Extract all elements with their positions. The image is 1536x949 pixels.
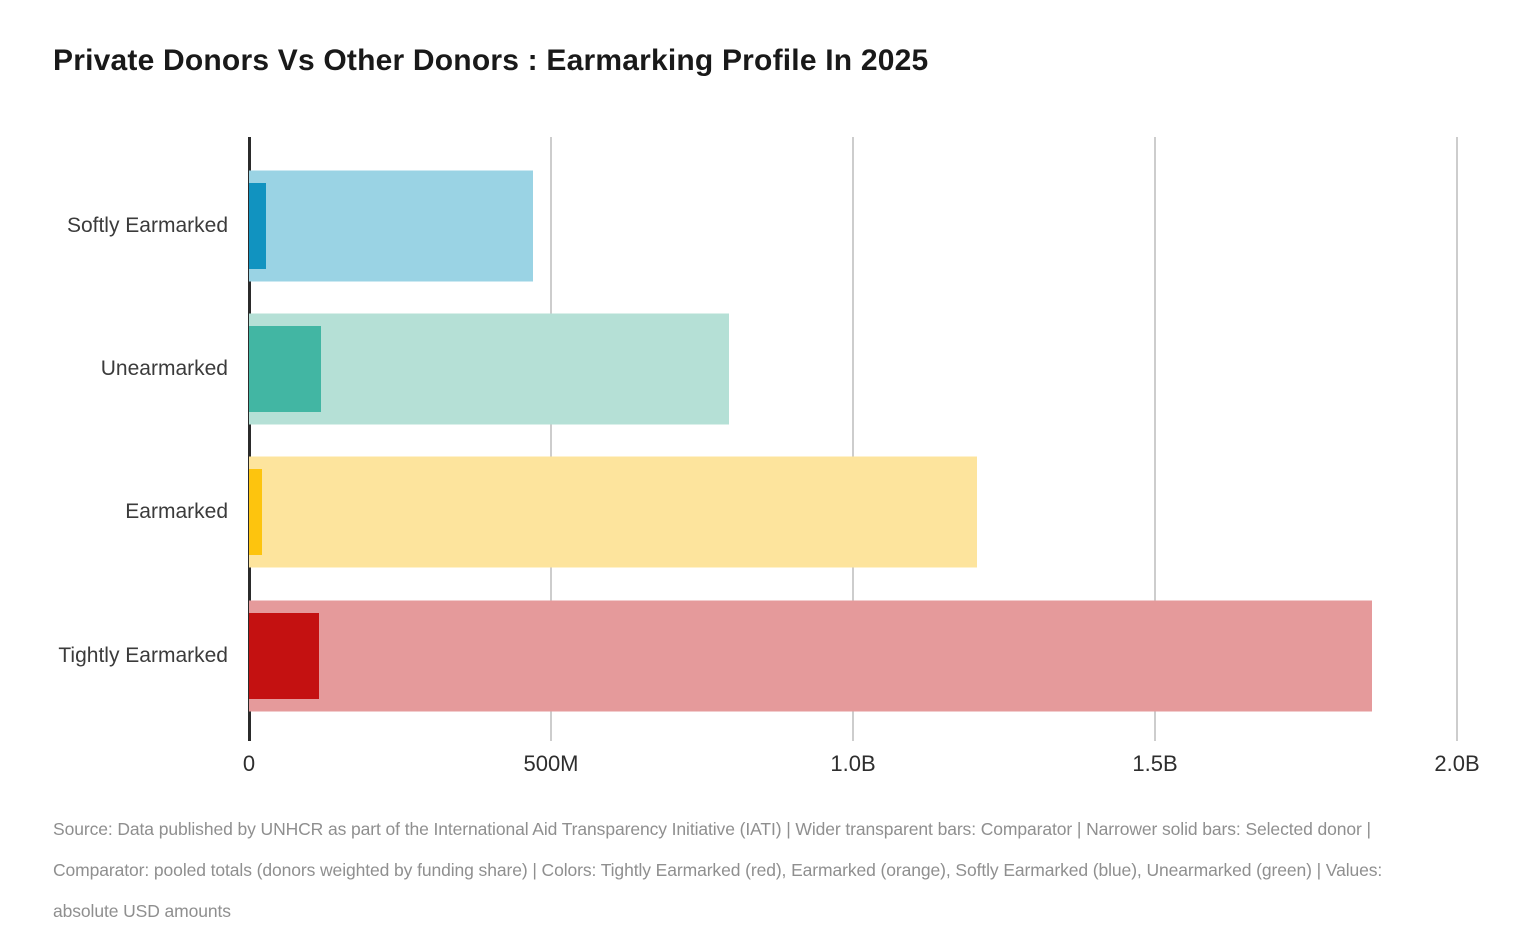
comparator-bar bbox=[249, 170, 533, 282]
gridline bbox=[852, 137, 854, 741]
category-label: Earmarked bbox=[125, 500, 228, 524]
x-axis-tick-label: 2.0B bbox=[1434, 751, 1480, 776]
gridline bbox=[550, 137, 552, 741]
footnote-line: Comparator: pooled totals (donors weight… bbox=[53, 860, 1383, 880]
footnote-line: absolute USD amounts bbox=[53, 901, 231, 921]
gridline bbox=[1456, 137, 1458, 741]
comparator-bar bbox=[249, 313, 730, 425]
chart-row: Unearmarked bbox=[101, 297, 1457, 440]
comparator-bar bbox=[249, 600, 1373, 712]
chart-row: Tightly Earmarked bbox=[58, 584, 1457, 727]
x-axis-tick-label: 0 bbox=[242, 751, 256, 776]
selected-donor-bar bbox=[249, 612, 320, 699]
gridline bbox=[1154, 137, 1156, 741]
chart-title: Private Donors Vs Other Donors : Earmark… bbox=[53, 44, 929, 77]
category-label: Unearmarked bbox=[100, 356, 228, 380]
category-label: Softly Earmarked bbox=[66, 213, 228, 237]
chart-row: Earmarked bbox=[125, 441, 1457, 584]
comparator-bar bbox=[249, 456, 977, 568]
x-axis-tick-label: 500M bbox=[523, 751, 579, 776]
footnote-line: Source: Data published by UNHCR as part … bbox=[53, 819, 1371, 839]
selected-donor-bar bbox=[249, 325, 321, 412]
x-axis-tick-label: 1.5B bbox=[1132, 751, 1178, 776]
plot-area: Softly Earmarked Unearmarked Earmarked Tigh… bbox=[58, 137, 1458, 741]
y-axis-line bbox=[248, 137, 251, 741]
chart-row: Softly Earmarked bbox=[67, 154, 1457, 297]
category-label: Tightly Earmarked bbox=[58, 643, 228, 667]
selected-donor-bar bbox=[249, 182, 266, 269]
selected-donor-bar bbox=[249, 469, 263, 556]
source-note: Source: Data published by UNHCR as part … bbox=[53, 809, 1513, 932]
x-axis-tick-labels: 0 500M 1.0B 1.5B 2.0B bbox=[243, 751, 1480, 783]
x-axis-tick-label: 1.0B bbox=[830, 751, 876, 776]
bar-rows: Softly Earmarked Unearmarked Earmarked Tigh… bbox=[58, 154, 1457, 727]
